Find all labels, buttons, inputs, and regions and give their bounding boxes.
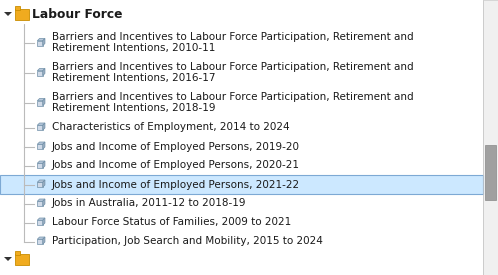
Polygon shape bbox=[37, 125, 43, 130]
Text: Jobs in Australia, 2011-12 to 2018-19: Jobs in Australia, 2011-12 to 2018-19 bbox=[52, 199, 247, 208]
Polygon shape bbox=[37, 142, 45, 144]
Polygon shape bbox=[37, 39, 45, 41]
Polygon shape bbox=[37, 144, 43, 149]
Text: Barriers and Incentives to Labour Force Participation, Retirement and: Barriers and Incentives to Labour Force … bbox=[52, 32, 414, 43]
Polygon shape bbox=[37, 101, 43, 106]
Polygon shape bbox=[43, 199, 45, 206]
Text: Jobs and Income of Employed Persons, 2021-22: Jobs and Income of Employed Persons, 202… bbox=[52, 180, 300, 189]
Polygon shape bbox=[37, 201, 43, 206]
Polygon shape bbox=[4, 257, 12, 261]
Polygon shape bbox=[43, 237, 45, 244]
Text: Participation, Job Search and Mobility, 2015 to 2024: Participation, Job Search and Mobility, … bbox=[52, 236, 323, 246]
Text: Retirement Intentions, 2016-17: Retirement Intentions, 2016-17 bbox=[52, 73, 216, 84]
Bar bbox=[15, 9, 29, 20]
Polygon shape bbox=[37, 182, 43, 187]
Text: Jobs and Income of Employed Persons, 2019-20: Jobs and Income of Employed Persons, 201… bbox=[52, 142, 300, 152]
Text: Labour Force: Labour Force bbox=[32, 7, 123, 21]
Polygon shape bbox=[37, 237, 45, 239]
Bar bbox=[0, 175, 483, 194]
Polygon shape bbox=[37, 68, 45, 71]
Text: Retirement Intentions, 2018-19: Retirement Intentions, 2018-19 bbox=[52, 103, 216, 114]
Polygon shape bbox=[37, 199, 45, 201]
Polygon shape bbox=[37, 163, 43, 168]
Bar bbox=[485, 145, 496, 200]
Polygon shape bbox=[37, 161, 45, 163]
Polygon shape bbox=[43, 39, 45, 46]
Text: Jobs and Income of Employed Persons, 2020-21: Jobs and Income of Employed Persons, 202… bbox=[52, 161, 300, 170]
Polygon shape bbox=[37, 41, 43, 46]
Polygon shape bbox=[37, 220, 43, 225]
Polygon shape bbox=[37, 71, 43, 76]
Polygon shape bbox=[43, 142, 45, 149]
Polygon shape bbox=[43, 218, 45, 225]
Text: Barriers and Incentives to Labour Force Participation, Retirement and: Barriers and Incentives to Labour Force … bbox=[52, 62, 414, 73]
Text: Retirement Intentions, 2010-11: Retirement Intentions, 2010-11 bbox=[52, 43, 215, 54]
Bar bbox=[483, 0, 498, 275]
Polygon shape bbox=[37, 218, 45, 220]
Polygon shape bbox=[37, 239, 43, 244]
Bar bbox=[15, 254, 29, 265]
Polygon shape bbox=[43, 161, 45, 168]
Polygon shape bbox=[4, 12, 12, 16]
Polygon shape bbox=[43, 123, 45, 130]
Bar bbox=[15, 251, 20, 254]
Polygon shape bbox=[37, 98, 45, 101]
Text: Labour Force Status of Families, 2009 to 2021: Labour Force Status of Families, 2009 to… bbox=[52, 218, 291, 227]
Polygon shape bbox=[43, 68, 45, 76]
Polygon shape bbox=[37, 180, 45, 182]
Text: Characteristics of Employment, 2014 to 2024: Characteristics of Employment, 2014 to 2… bbox=[52, 122, 290, 133]
Polygon shape bbox=[43, 180, 45, 187]
Polygon shape bbox=[37, 123, 45, 125]
Polygon shape bbox=[43, 98, 45, 106]
Text: Barriers and Incentives to Labour Force Participation, Retirement and: Barriers and Incentives to Labour Force … bbox=[52, 92, 414, 103]
Bar bbox=[15, 6, 20, 10]
